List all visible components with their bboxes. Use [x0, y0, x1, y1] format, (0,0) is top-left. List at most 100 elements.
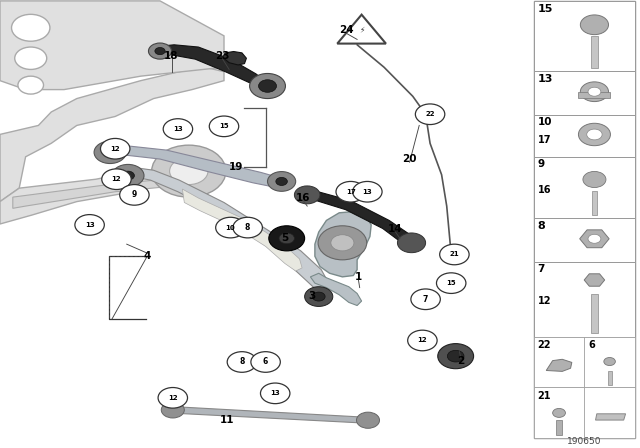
- Circle shape: [415, 104, 445, 125]
- Circle shape: [305, 287, 333, 306]
- Polygon shape: [223, 52, 246, 65]
- Circle shape: [209, 116, 239, 137]
- FancyBboxPatch shape: [534, 337, 635, 387]
- Circle shape: [120, 185, 149, 205]
- Text: 23: 23: [215, 51, 229, 61]
- Text: 6: 6: [263, 358, 268, 366]
- Text: 22: 22: [426, 111, 435, 117]
- Polygon shape: [595, 414, 625, 420]
- Circle shape: [251, 352, 280, 372]
- Circle shape: [440, 244, 469, 265]
- Text: 13: 13: [270, 390, 280, 396]
- Circle shape: [102, 169, 131, 190]
- Polygon shape: [584, 274, 605, 286]
- Text: 13: 13: [84, 222, 95, 228]
- Polygon shape: [302, 191, 415, 246]
- Polygon shape: [13, 177, 198, 208]
- Circle shape: [604, 358, 615, 366]
- Circle shape: [155, 47, 165, 55]
- Circle shape: [294, 186, 320, 204]
- FancyBboxPatch shape: [584, 337, 635, 387]
- Circle shape: [163, 119, 193, 139]
- Circle shape: [94, 141, 126, 164]
- Text: 17: 17: [346, 189, 356, 195]
- Circle shape: [104, 148, 116, 157]
- Polygon shape: [0, 67, 224, 202]
- FancyBboxPatch shape: [534, 1, 635, 71]
- FancyBboxPatch shape: [534, 387, 584, 438]
- Text: 190650: 190650: [567, 437, 602, 446]
- Text: 10: 10: [538, 117, 552, 127]
- FancyBboxPatch shape: [534, 71, 635, 115]
- Circle shape: [170, 158, 208, 185]
- FancyBboxPatch shape: [584, 387, 635, 438]
- Text: 2: 2: [457, 356, 465, 366]
- Text: 10: 10: [225, 224, 236, 231]
- Circle shape: [336, 181, 365, 202]
- FancyBboxPatch shape: [534, 1, 635, 438]
- Text: 13: 13: [362, 189, 372, 195]
- Circle shape: [438, 344, 474, 369]
- Text: 24: 24: [340, 26, 354, 35]
- Circle shape: [583, 172, 606, 188]
- FancyBboxPatch shape: [534, 387, 635, 438]
- Circle shape: [100, 138, 130, 159]
- Text: 12: 12: [111, 176, 122, 182]
- Polygon shape: [310, 273, 362, 306]
- Circle shape: [161, 402, 184, 418]
- Circle shape: [216, 217, 245, 238]
- Circle shape: [587, 129, 602, 140]
- Circle shape: [411, 289, 440, 310]
- FancyBboxPatch shape: [534, 337, 584, 387]
- Circle shape: [75, 215, 104, 235]
- Polygon shape: [580, 230, 609, 248]
- Circle shape: [112, 164, 144, 187]
- Circle shape: [397, 233, 426, 253]
- Circle shape: [580, 15, 609, 34]
- Text: ⚡: ⚡: [359, 26, 364, 34]
- FancyBboxPatch shape: [592, 191, 597, 215]
- Circle shape: [588, 234, 601, 243]
- Circle shape: [122, 171, 134, 180]
- Text: 15: 15: [219, 123, 229, 129]
- Polygon shape: [337, 15, 386, 43]
- Circle shape: [318, 226, 367, 260]
- FancyBboxPatch shape: [534, 262, 635, 337]
- FancyBboxPatch shape: [579, 92, 611, 98]
- Text: 22: 22: [538, 340, 551, 350]
- FancyBboxPatch shape: [534, 115, 635, 157]
- Text: 9: 9: [538, 159, 545, 169]
- FancyBboxPatch shape: [534, 157, 635, 218]
- Text: 5: 5: [281, 233, 289, 243]
- Text: 13: 13: [538, 74, 553, 84]
- Text: 12: 12: [538, 296, 551, 306]
- FancyBboxPatch shape: [534, 218, 635, 262]
- Circle shape: [233, 217, 262, 238]
- Text: 13: 13: [173, 126, 183, 132]
- Circle shape: [152, 145, 226, 197]
- Circle shape: [260, 383, 290, 404]
- Circle shape: [331, 235, 354, 251]
- Circle shape: [356, 412, 380, 428]
- FancyBboxPatch shape: [591, 36, 598, 68]
- Text: 17: 17: [538, 135, 551, 145]
- FancyBboxPatch shape: [591, 294, 598, 333]
- Text: 7: 7: [538, 264, 545, 274]
- Circle shape: [15, 47, 47, 69]
- Text: 1: 1: [355, 272, 362, 282]
- Text: 14: 14: [388, 224, 403, 234]
- Text: 16: 16: [538, 185, 551, 195]
- Polygon shape: [170, 407, 371, 423]
- FancyBboxPatch shape: [557, 420, 562, 435]
- Text: 8: 8: [239, 358, 244, 366]
- Text: 4: 4: [143, 251, 151, 261]
- Circle shape: [553, 409, 566, 418]
- Text: 8: 8: [245, 223, 250, 232]
- Circle shape: [353, 181, 382, 202]
- Text: 9: 9: [132, 190, 137, 199]
- Text: 20: 20: [403, 154, 417, 164]
- Text: 21: 21: [449, 251, 460, 258]
- Circle shape: [259, 80, 276, 92]
- Polygon shape: [0, 170, 166, 224]
- Polygon shape: [159, 45, 269, 90]
